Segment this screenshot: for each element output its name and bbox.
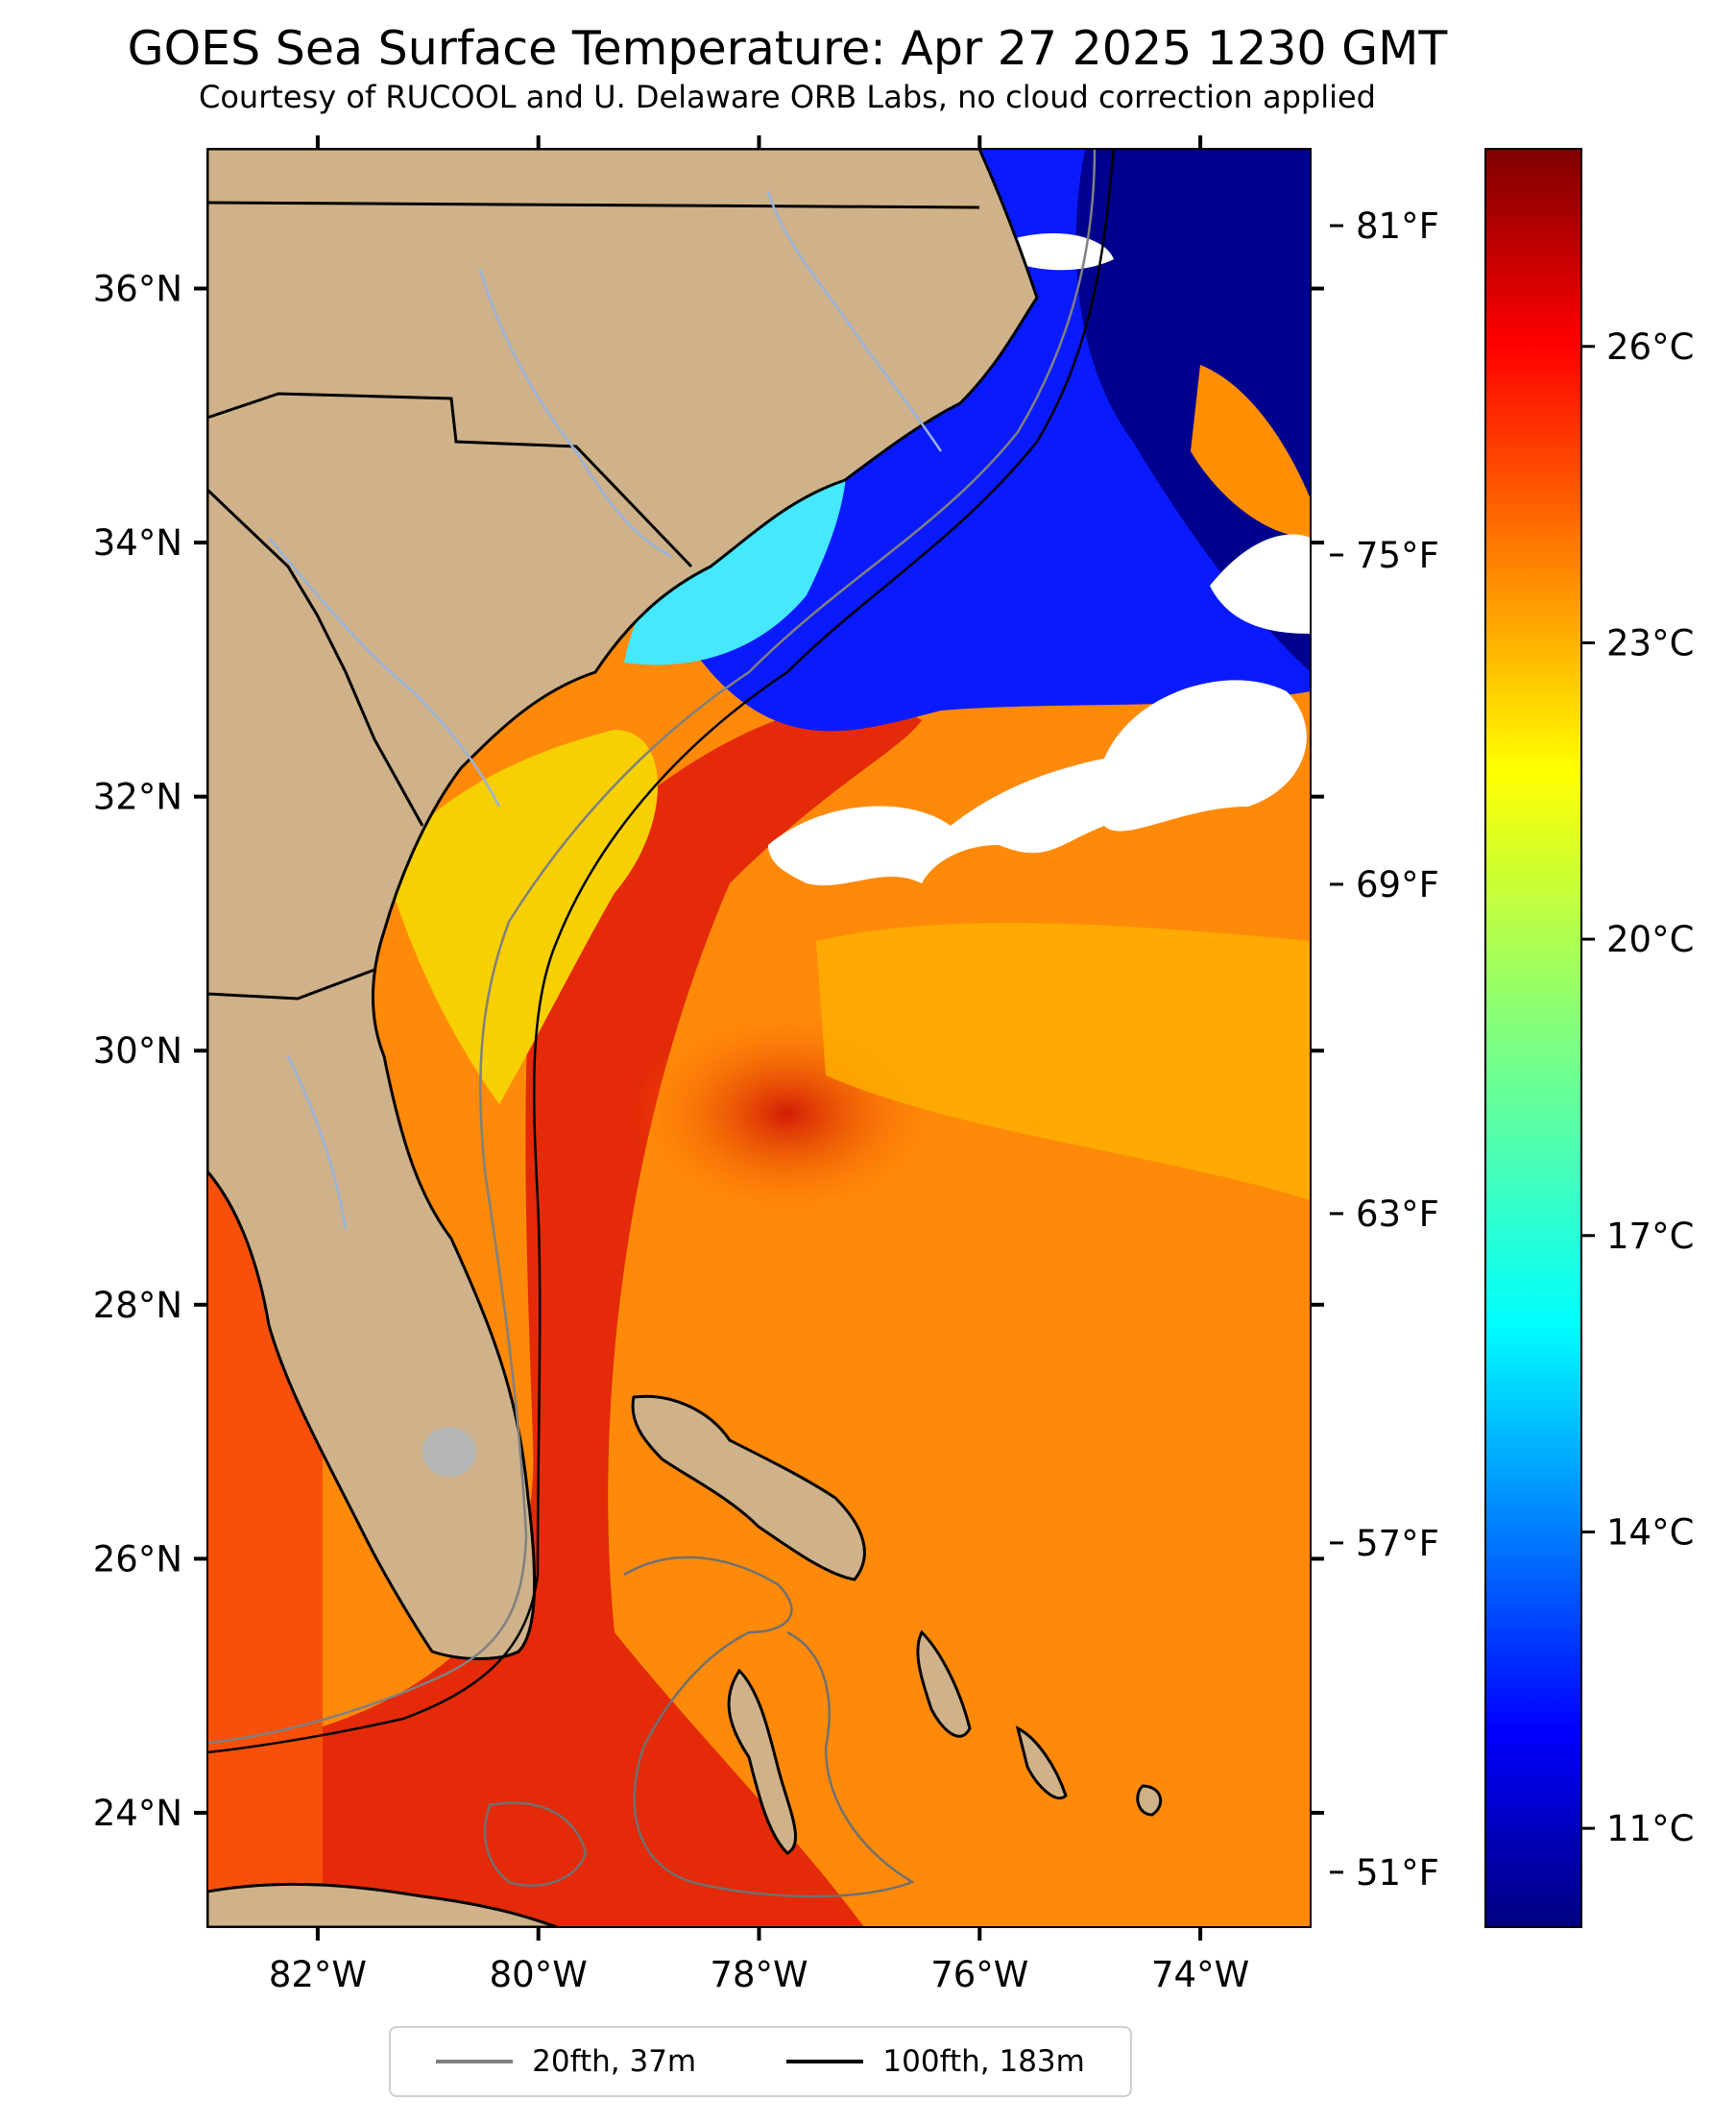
- map-title: GOES Sea Surface Temperature: Apr 27 202…: [127, 21, 1448, 76]
- celsius-tick-label: 17°C: [1606, 1216, 1694, 1257]
- colorbar-celsius-axis: 11°C 14°C 17°C 20°C 23°C 26°C: [1581, 326, 1694, 1849]
- legend-item-100fth: 100fth, 183m: [786, 2044, 1085, 2079]
- legend-label-100fth: 100fth, 183m: [882, 2044, 1085, 2079]
- lat-tick-label: 34°N: [93, 522, 182, 564]
- celsius-tick-label: 23°C: [1606, 622, 1694, 663]
- lat-tick-label: 30°N: [93, 1030, 182, 1072]
- fahrenheit-tick-label: 57°F: [1356, 1523, 1439, 1564]
- state-borders: [207, 201, 980, 1001]
- bank-contours: [483, 1556, 915, 1898]
- map-field: [207, 149, 1311, 1927]
- us-southeast-land: [207, 149, 1039, 1660]
- lon-tick-label: 82°W: [269, 1954, 367, 1995]
- lat-tick-label: 26°N: [93, 1538, 182, 1580]
- lon-tick-label: 80°W: [490, 1954, 588, 1995]
- legend-swatch-100fth: [786, 2060, 864, 2063]
- contour-legend: 20fth, 37m 100fth, 183m: [389, 2026, 1132, 2097]
- contour-100fth: [207, 149, 1116, 1754]
- cuba-land: [207, 1882, 558, 1927]
- cloud-bank: [768, 680, 1307, 886]
- rivers: [268, 191, 943, 1230]
- lake-okeechobee: [422, 1427, 476, 1477]
- legend-swatch-20fth: [436, 2060, 514, 2063]
- lat-tick-label: 32°N: [93, 777, 182, 818]
- map-subtitle: Courtesy of RUCOOL and U. Delaware ORB L…: [199, 79, 1376, 115]
- legend-item-20fth: 20fth, 37m: [436, 2044, 696, 2079]
- colorbar: [1484, 148, 1582, 1928]
- longitude-axis: 82°W 80°W 78°W 76°W 74°W: [269, 135, 1249, 1995]
- lon-tick-label: 76°W: [930, 1954, 1028, 1995]
- warm-filament: [1191, 365, 1311, 538]
- celsius-tick-label: 14°C: [1606, 1511, 1694, 1553]
- lat-tick-label: 28°N: [93, 1285, 182, 1326]
- fahrenheit-axis: 51°F 57°F 63°F 69°F 75°F 81°F: [1330, 205, 1439, 1894]
- celsius-tick-label: 20°C: [1606, 919, 1694, 960]
- fahrenheit-tick-label: 69°F: [1356, 864, 1439, 905]
- fahrenheit-tick-label: 81°F: [1356, 205, 1439, 247]
- fahrenheit-tick-label: 63°F: [1356, 1194, 1439, 1235]
- lat-tick-label: 36°N: [93, 269, 182, 310]
- celsius-tick-label: 11°C: [1606, 1808, 1694, 1849]
- lon-tick-label: 74°W: [1151, 1954, 1249, 1995]
- fahrenheit-tick-label: 75°F: [1356, 535, 1439, 576]
- legend-label-20fth: 20fth, 37m: [532, 2044, 697, 2079]
- lat-tick-label: 24°N: [93, 1793, 182, 1834]
- yellow-water: [816, 923, 1311, 1200]
- cloud-east: [1210, 534, 1311, 634]
- bahamas-islands: [631, 1394, 1163, 1855]
- fahrenheit-tick-label: 51°F: [1356, 1852, 1439, 1894]
- contour-20fth: [207, 149, 1097, 1745]
- cold-core: [1075, 149, 1311, 672]
- latitude-axis: 24°N 26°N 28°N 30°N 32°N 34°N 36°N: [93, 269, 1324, 1834]
- shelf-water: [384, 730, 658, 1104]
- celsius-tick-label: 26°C: [1606, 326, 1694, 368]
- lon-tick-label: 78°W: [710, 1954, 808, 1995]
- gulf-stream: [207, 703, 922, 1927]
